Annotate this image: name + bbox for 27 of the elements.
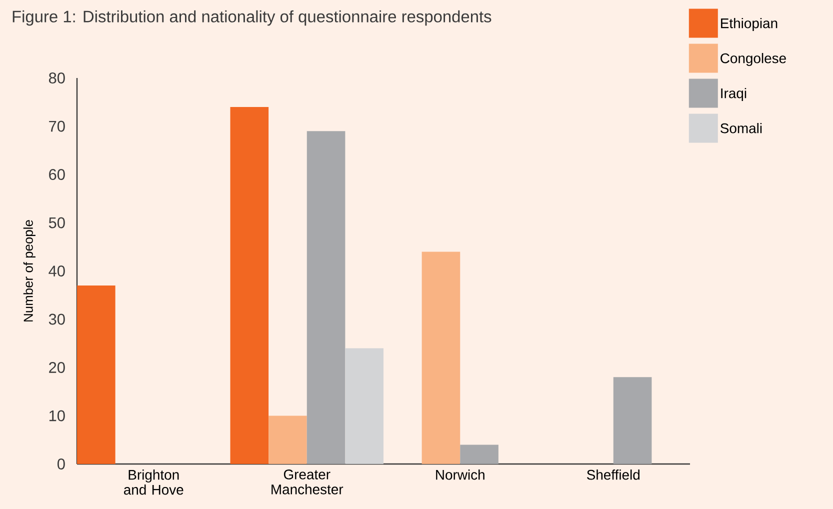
x-tick-label: Greater Manchester (272, 470, 344, 494)
x-tick-label: Norwich (436, 470, 484, 480)
x-tick-label: Sheffield (587, 470, 640, 480)
legend-label: Iraqi (721, 88, 746, 101)
bar (460, 444, 498, 464)
legend-label: Ethiopian (721, 18, 778, 31)
y-tick-label: 10 (49, 410, 65, 422)
legend-label: Somali (720, 122, 762, 134)
bar (422, 252, 460, 464)
bar (77, 285, 116, 464)
bar (306, 131, 346, 464)
x-tick-label: Brighton and Hove (124, 470, 184, 495)
bar (268, 416, 307, 464)
y-axis-title: Number of people (23, 220, 36, 322)
y-tick-label: 20 (49, 362, 65, 373)
bar (345, 348, 384, 464)
bar (230, 106, 269, 464)
y-tick-label: 60 (49, 169, 65, 180)
legend-label: Congolese (720, 52, 786, 66)
y-tick-label: 80 (48, 72, 65, 84)
y-tick-label: 70 (49, 120, 65, 132)
y-tick-label: 30 (48, 314, 65, 325)
y-tick-label: 40 (48, 266, 65, 276)
bar (613, 377, 652, 464)
y-tick-label: 0 (58, 458, 65, 470)
y-tick-label: 50 (48, 217, 65, 228)
chart-title: Figure 1: Distribution and nationality of questionnaire respondents (12, 10, 492, 26)
